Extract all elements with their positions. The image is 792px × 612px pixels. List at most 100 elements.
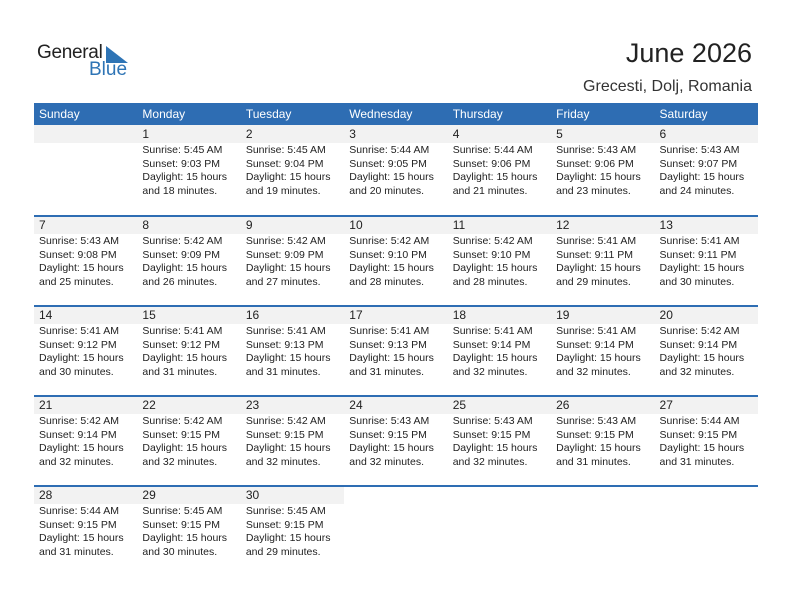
daylight-text: and 32 minutes. — [659, 365, 735, 378]
sunset-text: Sunset: 9:08 PM — [39, 248, 117, 261]
day-cell: 1 Sunrise: 5:45 AM Sunset: 9:03 PM Daylight… — [137, 125, 241, 215]
daylight-text: and 30 minutes. — [142, 545, 218, 558]
daylight-text: and 18 minutes. — [142, 184, 218, 197]
sunrise-text: Sunrise: 5:41 AM — [142, 325, 223, 337]
daylight-text: Daylight: 15 hours — [349, 442, 434, 454]
sunrise-text: Sunrise: 5:42 AM — [452, 235, 533, 247]
daylight-text: Daylight: 15 hours — [452, 442, 538, 454]
weekday-sunday: Sunday — [39, 107, 80, 121]
day-info: Sunrise: 5:44 AM Sunset: 9:15 PM Daylight:… — [34, 504, 137, 559]
daylight-text: Daylight: 15 hours — [556, 442, 641, 454]
day-info: Sunrise: 5:42 AM Sunset: 9:14 PM Daylight:… — [655, 324, 758, 379]
day-number: 14 — [34, 307, 138, 324]
day-cell: 30 Sunrise: 5:45 AM Sunset: 9:15 PM Dayligh… — [240, 487, 345, 575]
day-info: Sunrise: 5:43 AM Sunset: 9:07 PM Daylight:… — [655, 143, 758, 198]
daylight-text: Daylight: 15 hours — [39, 352, 124, 364]
sunrise-text: Sunrise: 5:45 AM — [245, 505, 326, 517]
daylight-text: and 31 minutes. — [556, 455, 631, 468]
day-info: Sunrise: 5:41 AM Sunset: 9:12 PM Daylight:… — [34, 324, 137, 379]
sunset-text: Sunset: 9:09 PM — [142, 248, 221, 261]
day-cell: 25 Sunrise: 5:43 AM Sunset: 9:15 PM Dayligh… — [447, 397, 552, 485]
daylight-text: Daylight: 15 hours — [659, 262, 745, 274]
sunrise-text: Sunrise: 5:41 AM — [556, 325, 637, 337]
daylight-text: and 30 minutes. — [659, 275, 735, 288]
sunrise-text: Sunrise: 5:43 AM — [556, 415, 637, 427]
day-number: 29 — [137, 487, 241, 504]
page-title: June 2026 — [625, 38, 752, 68]
sunrise-text: Sunrise: 5:42 AM — [659, 325, 740, 337]
day-number: 20 — [654, 307, 758, 324]
day-number: 26 — [551, 397, 655, 414]
sunset-text: Sunset: 9:12 PM — [142, 338, 221, 351]
sunrise-text: Sunrise: 5:41 AM — [452, 325, 533, 337]
day-number: 13 — [654, 217, 758, 234]
daylight-text: Daylight: 15 hours — [659, 171, 745, 183]
week-row: 28 Sunrise: 5:44 AM Sunset: 9:15 PM Dayligh… — [34, 485, 758, 575]
day-cell: 8 Sunrise: 5:42 AM Sunset: 9:09 PM Daylight… — [137, 217, 241, 305]
day-cell: 12 Sunrise: 5:41 AM Sunset: 9:11 PM Dayligh… — [551, 217, 655, 305]
day-cell: 13 Sunrise: 5:41 AM Sunset: 9:11 PM Dayligh… — [654, 217, 758, 305]
day-cell: 23 Sunrise: 5:42 AM Sunset: 9:15 PM Dayligh… — [240, 397, 345, 485]
day-number: 24 — [344, 397, 448, 414]
day-info: Sunrise: 5:45 AM Sunset: 9:03 PM Daylight:… — [137, 143, 240, 198]
day-info: Sunrise: 5:43 AM Sunset: 9:15 PM Daylight:… — [551, 414, 654, 469]
daylight-text: and 32 minutes. — [142, 455, 218, 468]
daylight-text: Daylight: 15 hours — [39, 262, 124, 274]
day-cell: 3 Sunrise: 5:44 AM Sunset: 9:05 PM Daylight… — [344, 125, 448, 215]
day-info: Sunrise: 5:44 AM Sunset: 9:05 PM Daylight:… — [344, 143, 447, 198]
daylight-text: and 31 minutes. — [142, 365, 218, 378]
day-number: 8 — [137, 217, 241, 234]
daylight-text: and 32 minutes. — [349, 455, 424, 468]
daylight-text: Daylight: 15 hours — [142, 262, 228, 274]
daylight-text: Daylight: 15 hours — [142, 352, 228, 364]
day-number: 28 — [34, 487, 138, 504]
day-number: 27 — [654, 397, 758, 414]
day-cell: 29 Sunrise: 5:45 AM Sunset: 9:15 PM Dayligh… — [137, 487, 241, 575]
day-info: Sunrise: 5:42 AM Sunset: 9:15 PM Daylight:… — [137, 414, 240, 469]
sunrise-text: Sunrise: 5:41 AM — [659, 235, 740, 247]
day-number: 4 — [447, 125, 552, 143]
daylight-text: and 20 minutes. — [349, 184, 424, 197]
sunrise-text: Sunrise: 5:43 AM — [39, 235, 119, 247]
sunset-text: Sunset: 9:13 PM — [245, 338, 324, 351]
sunset-text: Sunset: 9:13 PM — [349, 338, 427, 351]
sunrise-text: Sunrise: 5:42 AM — [245, 235, 326, 247]
sunset-text: Sunset: 9:07 PM — [659, 157, 738, 170]
daylight-text: and 28 minutes. — [349, 275, 424, 288]
sunset-text: Sunset: 9:15 PM — [245, 428, 324, 441]
weekday-header: Sunday Monday Tuesday Wednesday Thursday Frid… — [34, 103, 758, 125]
sunrise-text: Sunrise: 5:44 AM — [39, 505, 119, 517]
day-cell: 26 Sunrise: 5:43 AM Sunset: 9:15 PM Dayligh… — [551, 397, 655, 485]
day-info: Sunrise: 5:44 AM Sunset: 9:06 PM Daylight:… — [448, 143, 551, 198]
sunset-text: Sunset: 9:15 PM — [556, 428, 634, 441]
day-cell: 20 Sunrise: 5:42 AM Sunset: 9:14 PM Dayligh… — [654, 307, 758, 395]
weekday-tuesday: Tuesday — [245, 107, 292, 121]
day-number: 12 — [551, 217, 655, 234]
daylight-text: Daylight: 15 hours — [142, 171, 228, 183]
day-number: 10 — [344, 217, 448, 234]
day-cell: 15 Sunrise: 5:41 AM Sunset: 9:12 PM Dayligh… — [137, 307, 241, 395]
sunset-text: Sunset: 9:06 PM — [556, 157, 634, 170]
daylight-text: Daylight: 15 hours — [39, 532, 124, 544]
day-number: 2 — [240, 125, 345, 143]
weekday-wednesday: Wednesday — [349, 107, 413, 121]
day-cell: 22 Sunrise: 5:42 AM Sunset: 9:15 PM Dayligh… — [137, 397, 241, 485]
empty-day-band — [34, 125, 138, 143]
day-cell: 21 Sunrise: 5:42 AM Sunset: 9:14 PM Dayligh… — [34, 397, 138, 485]
daylight-text: Daylight: 15 hours — [39, 442, 124, 454]
empty-cell — [655, 487, 758, 575]
sunrise-text: Sunrise: 5:42 AM — [39, 415, 119, 427]
day-cell: 27 Sunrise: 5:44 AM Sunset: 9:15 PM Dayligh… — [654, 397, 758, 485]
day-cell: 17 Sunrise: 5:41 AM Sunset: 9:13 PM Dayligh… — [344, 307, 448, 395]
day-number: 5 — [551, 125, 655, 143]
daylight-text: Daylight: 15 hours — [245, 262, 331, 274]
day-info: Sunrise: 5:42 AM Sunset: 9:10 PM Daylight:… — [344, 234, 447, 289]
daylight-text: Daylight: 15 hours — [452, 262, 538, 274]
sunset-text: Sunset: 9:15 PM — [142, 428, 221, 441]
daylight-text: Daylight: 15 hours — [659, 442, 745, 454]
empty-cell — [344, 487, 447, 575]
sunset-text: Sunset: 9:04 PM — [245, 157, 324, 170]
daylight-text: Daylight: 15 hours — [245, 171, 331, 183]
sunset-text: Sunset: 9:15 PM — [245, 518, 324, 531]
day-cell: 7 Sunrise: 5:43 AM Sunset: 9:08 PM Daylight… — [34, 217, 138, 305]
